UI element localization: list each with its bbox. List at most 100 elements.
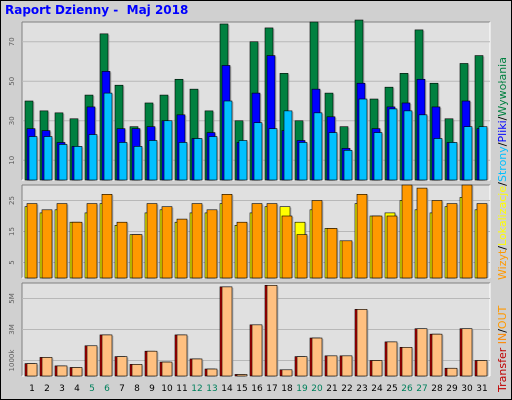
y-tick-label: 1000k	[8, 349, 16, 372]
bar-strony	[448, 142, 458, 181]
bar-strony	[478, 126, 488, 181]
x-tick-label: 21	[326, 384, 337, 394]
bar-wizyty	[326, 228, 338, 279]
bar-transfer-out	[221, 286, 233, 377]
bar-strony	[343, 150, 353, 181]
bar-strony	[133, 146, 143, 181]
bar-transfer-out	[266, 285, 278, 377]
bar-wizyty	[41, 209, 53, 279]
x-tick-label: 7	[119, 384, 125, 394]
x-tick-label: 30	[461, 384, 473, 394]
x-tick-label: 20	[311, 384, 323, 394]
bar-wizyty	[26, 203, 38, 279]
y-tick-label: 10	[8, 156, 16, 165]
x-tick-label: 16	[251, 384, 263, 394]
bar-transfer-out	[146, 350, 158, 377]
legend-entry: Pliki	[496, 120, 509, 142]
bar-transfer-out	[431, 333, 443, 377]
y-tick-label: 70	[8, 37, 16, 46]
bar-transfer-out	[311, 337, 323, 377]
bar-transfer-out	[71, 367, 83, 377]
bar-transfer-out	[56, 365, 68, 377]
x-tick-label: 9	[149, 384, 155, 394]
bar-transfer-out	[371, 360, 383, 377]
bar-strony	[223, 100, 233, 181]
bar-wizyty	[131, 234, 143, 279]
bar-transfer-out	[236, 374, 248, 377]
x-tick-label: 19	[296, 384, 308, 394]
legend-visits: Wizyt/Lokalizacje/	[496, 182, 509, 280]
bar-strony	[253, 122, 263, 181]
bar-wizyty	[161, 206, 173, 279]
bar-wizyty	[356, 194, 368, 279]
bar-transfer-out	[26, 363, 38, 377]
legend-hits-text: Strony/Pliki/Wywołania	[496, 57, 509, 182]
legend-entry: /	[496, 182, 509, 186]
bar-strony	[328, 132, 338, 181]
legend-entry: /	[496, 329, 509, 333]
bar-transfer-out	[386, 341, 398, 377]
legend-entry: Wywołania	[496, 57, 509, 117]
bar-wizyty	[191, 203, 203, 279]
bar-strony	[373, 132, 383, 181]
x-tick-label: 13	[206, 384, 217, 394]
bar-strony	[238, 140, 248, 181]
bar-wizyty	[56, 203, 68, 279]
bar-wizyty	[206, 209, 218, 279]
bar-transfer-out	[416, 328, 428, 377]
x-tick-label: 6	[104, 384, 110, 394]
y-tick-label: 3M	[8, 324, 16, 335]
x-tick-label: 28	[431, 384, 443, 394]
bar-transfer-out	[191, 358, 203, 377]
bar-strony	[88, 134, 98, 181]
bar-wizyty	[371, 215, 383, 279]
x-tick-label: 27	[416, 384, 427, 394]
bar-strony	[403, 110, 413, 181]
bar-transfer-out	[356, 309, 368, 377]
panel-visits: 5 15 25	[8, 184, 491, 279]
legend-visits-text: Wizyt/Lokalizacje/	[496, 182, 509, 280]
bar-wizyty	[341, 240, 353, 279]
x-tick-label: 14	[221, 384, 233, 394]
x-tick-label: 3	[59, 384, 65, 394]
legend-transfer-text: Transfer IN/OUT	[496, 305, 509, 393]
bar-strony	[463, 126, 473, 181]
bar-transfer-out	[206, 368, 218, 377]
legend-entry: IN	[496, 333, 509, 348]
bar-transfer-out	[446, 367, 458, 377]
bar-strony	[178, 142, 188, 181]
bar-strony	[388, 108, 398, 181]
bar-strony	[193, 138, 203, 181]
legend-entry: /	[496, 116, 509, 120]
x-tick-label: 24	[371, 384, 383, 394]
bar-transfer-out	[101, 334, 113, 377]
bar-transfer-out	[116, 356, 128, 377]
x-tick-label: 12	[191, 384, 202, 394]
bar-strony	[118, 142, 128, 181]
x-tick-label: 5	[89, 384, 95, 394]
legend-entry: Wizyt	[496, 249, 509, 280]
chart-title: Raport Dzienny - Maj 2018	[5, 3, 189, 17]
bar-wizyty	[176, 218, 188, 279]
bar-strony	[418, 114, 428, 181]
bar-strony	[73, 146, 83, 181]
bar-transfer-out	[476, 360, 488, 377]
bar-wizyty	[101, 194, 113, 279]
bar-wizyty	[86, 203, 98, 279]
legend-entry: Strony	[496, 146, 509, 182]
legend-entry: /	[496, 246, 509, 250]
bar-strony	[148, 140, 158, 181]
bar-transfer-out	[41, 357, 53, 377]
bar-strony	[283, 110, 293, 181]
x-tick-label: 23	[356, 384, 367, 394]
x-axis-day-labels: 1 2 3 4 5 6 7 8 9 10 11 12 13 14 15 16 17 18 19 20 21 22 23 24 2…	[29, 384, 488, 394]
bar-strony	[313, 112, 323, 181]
y-tick-label: 50	[8, 77, 16, 86]
bar-transfer-out	[401, 347, 413, 377]
x-tick-label: 10	[161, 384, 173, 394]
bar-transfer-out	[86, 345, 98, 377]
bar-transfer-out	[131, 364, 143, 377]
x-tick-label: 25	[386, 384, 397, 394]
bar-wizyty	[311, 200, 323, 279]
